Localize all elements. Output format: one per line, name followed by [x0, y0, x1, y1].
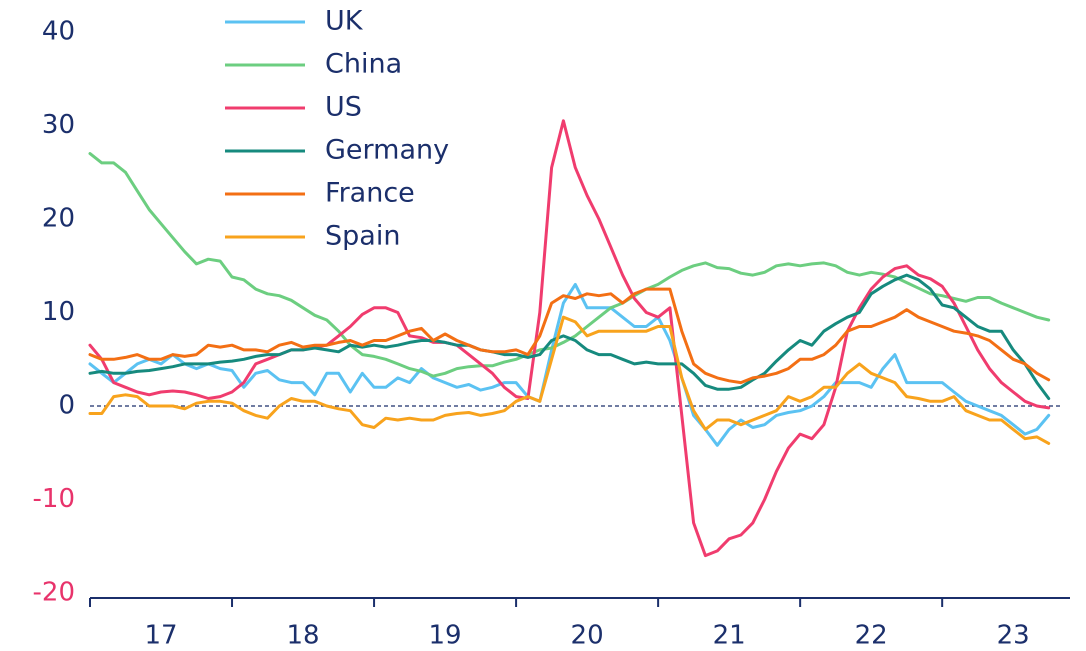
x-tick-label: 22 [855, 621, 888, 651]
legend-label: US [325, 92, 362, 123]
series-line [88, 282, 1051, 447]
legend-label: Spain [325, 221, 400, 252]
legend-label: China [325, 49, 402, 80]
x-tick-label: 23 [997, 621, 1030, 651]
y-tick-label: 30 [42, 110, 75, 140]
x-tick-label: 21 [713, 621, 746, 651]
series-line [88, 119, 1051, 558]
legend-label: UK [325, 6, 364, 37]
x-tick-label: 17 [144, 621, 177, 651]
y-tick-label: 20 [42, 204, 75, 234]
x-tick-label: 18 [286, 621, 319, 651]
y-tick-label: -20 [33, 578, 75, 608]
y-tick-label: 0 [58, 391, 75, 421]
x-tick-label: 19 [429, 621, 462, 651]
series-line [88, 315, 1051, 445]
y-tick-label: 10 [42, 297, 75, 327]
series-line [88, 273, 1051, 400]
series-line [88, 287, 1051, 385]
x-tick-label: 20 [571, 621, 604, 651]
y-tick-label: 40 [42, 17, 75, 47]
legend-label: France [325, 178, 415, 209]
legend-label: Germany [325, 135, 449, 166]
y-tick-label: -10 [33, 484, 75, 514]
